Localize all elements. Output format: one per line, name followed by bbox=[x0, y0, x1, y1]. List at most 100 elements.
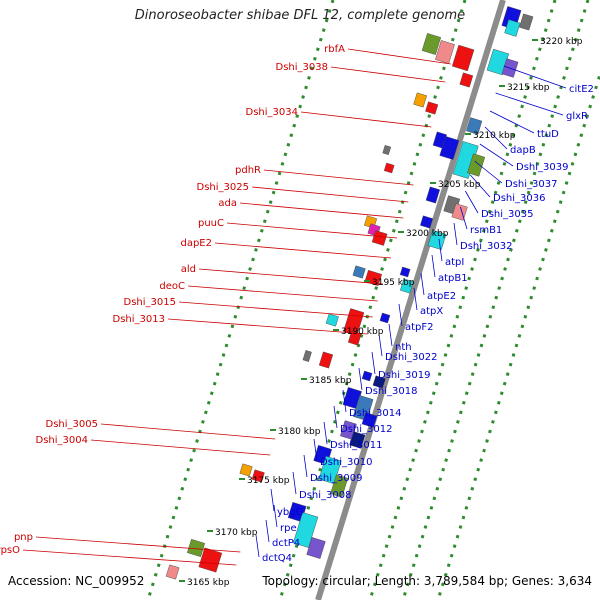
gene-feature bbox=[413, 92, 427, 108]
scale-label: 3180 kbp bbox=[278, 427, 321, 437]
left-leader bbox=[263, 169, 414, 186]
left-leader bbox=[167, 318, 368, 335]
left-leader bbox=[100, 423, 276, 440]
scale-label: 3170 kbp bbox=[215, 528, 258, 538]
right-label: citE2 bbox=[569, 84, 594, 95]
genome-summary-text: Topology: circular; Length: 3,789,584 bp… bbox=[262, 574, 592, 588]
right-leader bbox=[460, 206, 468, 230]
left-label: Dshi_3025 bbox=[197, 182, 249, 193]
gene-feature bbox=[459, 72, 474, 88]
right-leader bbox=[489, 110, 535, 134]
scale-label: 3190 kbp bbox=[341, 327, 384, 337]
right-label: Dshi_3008 bbox=[299, 490, 351, 501]
right-label: Dshi_3037 bbox=[505, 179, 557, 190]
left-label: rpsO bbox=[0, 545, 20, 556]
right-leader bbox=[431, 254, 436, 278]
left-label: ald bbox=[181, 264, 196, 275]
right-leader bbox=[479, 143, 514, 167]
right-leader bbox=[303, 454, 308, 478]
scale-ticks: 3220 kbp 3215 kbp 3210 kbp 3205 kbp 3200 kbp… bbox=[179, 37, 583, 588]
gene-feature bbox=[372, 375, 386, 389]
gene-feature bbox=[318, 351, 334, 369]
right-leader bbox=[420, 272, 425, 296]
left-label: Dshi_3013 bbox=[113, 314, 165, 325]
gene-feature bbox=[349, 431, 366, 449]
left-leader bbox=[226, 222, 398, 239]
gene-feature bbox=[352, 265, 366, 279]
right-label: atpI bbox=[445, 257, 464, 268]
right-label: nth bbox=[395, 342, 412, 353]
right-label: dctQ4 bbox=[262, 553, 292, 564]
gene-feature bbox=[421, 33, 442, 55]
right-leader bbox=[342, 389, 347, 413]
right-label: Dshi_3010 bbox=[320, 457, 372, 468]
gene-feature bbox=[383, 162, 395, 174]
gene-feature bbox=[187, 538, 206, 558]
right-label: dctP4 bbox=[272, 538, 300, 549]
gene-feature bbox=[451, 44, 475, 72]
right-leader bbox=[270, 488, 275, 512]
gene-feature bbox=[425, 186, 440, 204]
left-leader bbox=[214, 242, 392, 259]
gene-feature bbox=[466, 117, 483, 135]
left-leader bbox=[330, 66, 446, 83]
left-label: puuC bbox=[198, 218, 224, 229]
right-leader bbox=[453, 222, 458, 246]
right-label: atpX bbox=[420, 306, 443, 317]
left-label: rbfA bbox=[324, 44, 345, 55]
left-label: Dshi_3034 bbox=[246, 107, 298, 118]
right-label: Dshi_3009 bbox=[310, 473, 362, 484]
right-leader bbox=[273, 504, 278, 528]
right-leader bbox=[313, 438, 318, 462]
right-label: Dshi_3039 bbox=[516, 162, 568, 173]
right-leader bbox=[398, 303, 403, 327]
gene-feature bbox=[198, 547, 223, 573]
right-label: ttuD bbox=[537, 129, 559, 140]
map-title: Dinoroseobacter shibae DFL 12, complete … bbox=[134, 8, 466, 23]
gene-feature bbox=[504, 19, 521, 37]
right-label: dapB bbox=[510, 145, 536, 156]
left-label: Dshi_3038 bbox=[276, 62, 328, 73]
left-label: Dshi_3005 bbox=[46, 419, 98, 430]
right-leader bbox=[495, 92, 564, 116]
right-leader bbox=[503, 65, 567, 89]
gene-feature bbox=[347, 330, 362, 346]
gene-feature bbox=[399, 266, 411, 278]
genome-backbone bbox=[315, 0, 506, 600]
right-leader bbox=[333, 405, 338, 429]
left-label: dapE2 bbox=[180, 238, 212, 249]
scale-label: 3220 kbp bbox=[540, 37, 583, 47]
right-label: Dshi_3019 bbox=[378, 370, 430, 381]
right-label: Dshi_3018 bbox=[365, 386, 417, 397]
left-label: deoC bbox=[159, 281, 185, 292]
scale-label: 3210 kbp bbox=[473, 131, 516, 141]
right-label: atpE2 bbox=[427, 291, 456, 302]
gene-feature bbox=[165, 564, 180, 580]
gene-feature bbox=[439, 136, 460, 160]
scale-label: 3205 kbp bbox=[438, 180, 481, 190]
left-leader bbox=[22, 549, 237, 566]
gene-feature bbox=[292, 512, 319, 548]
left-leader bbox=[300, 111, 432, 128]
gene-feature bbox=[325, 313, 339, 327]
gene-feature bbox=[302, 350, 312, 362]
right-leader bbox=[358, 367, 363, 391]
right-label: Dshi_3032 bbox=[460, 241, 512, 252]
scale-label: 3215 kbp bbox=[507, 83, 550, 93]
gene-feature bbox=[361, 412, 378, 428]
left-leader bbox=[90, 439, 271, 456]
right-leader bbox=[484, 126, 508, 150]
gene-feature bbox=[306, 537, 326, 559]
right-leader bbox=[469, 174, 491, 198]
right-leader bbox=[265, 519, 270, 543]
right-leader bbox=[255, 534, 260, 558]
gene-feature bbox=[519, 13, 534, 31]
right-label: Dshi_3012 bbox=[340, 424, 392, 435]
right-leader bbox=[378, 333, 383, 357]
right-label: Dshi_3036 bbox=[493, 193, 545, 204]
scale-label: 3195 kbp bbox=[372, 278, 415, 288]
gene-feature bbox=[239, 463, 253, 477]
right-label: rpe bbox=[280, 523, 297, 534]
